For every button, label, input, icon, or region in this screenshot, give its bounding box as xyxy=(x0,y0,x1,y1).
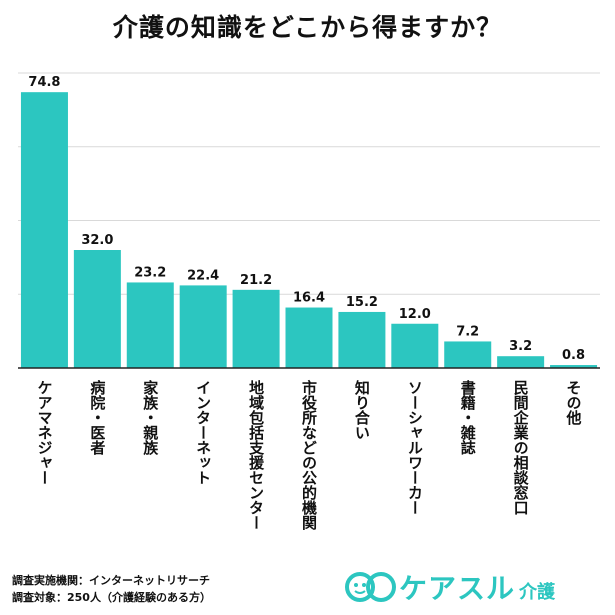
bar-0 xyxy=(20,92,68,369)
category-label-4: 地域包括支援センター xyxy=(247,379,265,530)
bar-2 xyxy=(126,282,174,368)
value-label-6: 15.2 xyxy=(346,295,378,310)
category-label-9: 民間企業の相談窓口 xyxy=(512,380,530,515)
bar-10 xyxy=(550,365,598,368)
value-label-0: 74.8 xyxy=(28,75,60,90)
chart-title: 介護の知識をどこから得ますか？ xyxy=(112,13,503,42)
value-label-5: 16.4 xyxy=(293,291,325,306)
value-label-7: 12.0 xyxy=(399,307,431,322)
category-label-3: インターネット xyxy=(194,380,212,485)
bar-8 xyxy=(444,341,492,368)
category-label-1: 病院・医者 xyxy=(88,379,106,455)
category-label-2: 家族・親族 xyxy=(141,379,159,456)
category-label-10: その他 xyxy=(565,380,583,426)
bar-9 xyxy=(497,356,545,368)
bar-7 xyxy=(391,323,439,368)
category-label-8: 書籍・雑誌 xyxy=(459,379,477,455)
value-label-8: 7.2 xyxy=(456,324,479,339)
bar-5 xyxy=(285,307,333,368)
category-labels: 74.8 ケアマネジャー 32.0 病院・医者 23.2 家族・親族 22.4 インターネット… xyxy=(28,75,585,531)
category-label-0: ケアマネジャー xyxy=(35,380,53,485)
brand-logo: ケアスル 介護 xyxy=(345,567,555,607)
value-label-1: 32.0 xyxy=(81,233,113,248)
bar-4 xyxy=(232,289,280,368)
category-label-7: ソーシャルワーカー xyxy=(406,380,424,515)
survey-footnote: 調査実施機関：インターネットリサーチ 調査対象：250人（介護経験のある方） xyxy=(12,572,211,606)
bar-chart: 74.8 ケアマネジャー 32.0 病院・医者 23.2 家族・親族 22.4 インターネット… xyxy=(18,72,600,531)
brand-name: ケアスル xyxy=(399,572,516,605)
bar-3 xyxy=(179,285,227,368)
value-label-4: 21.2 xyxy=(240,273,272,288)
bars xyxy=(20,92,598,369)
survey-target-text: 調査対象：250人（介護経験のある方） xyxy=(12,591,211,604)
category-label-6: 知り合い xyxy=(353,379,371,440)
caresul-logo-icon xyxy=(345,572,396,602)
brand-subtitle: 介護 xyxy=(519,582,556,603)
survey-org-text: 調査実施機関：インターネットリサーチ xyxy=(12,574,210,587)
value-label-2: 23.2 xyxy=(134,265,166,280)
value-label-3: 22.4 xyxy=(187,268,219,283)
bar-1 xyxy=(73,250,121,368)
category-label-5: 市役所などの公的機関 xyxy=(300,379,318,531)
bar-6 xyxy=(338,311,386,368)
value-label-9: 3.2 xyxy=(509,339,532,354)
value-label-10: 0.8 xyxy=(562,348,585,363)
